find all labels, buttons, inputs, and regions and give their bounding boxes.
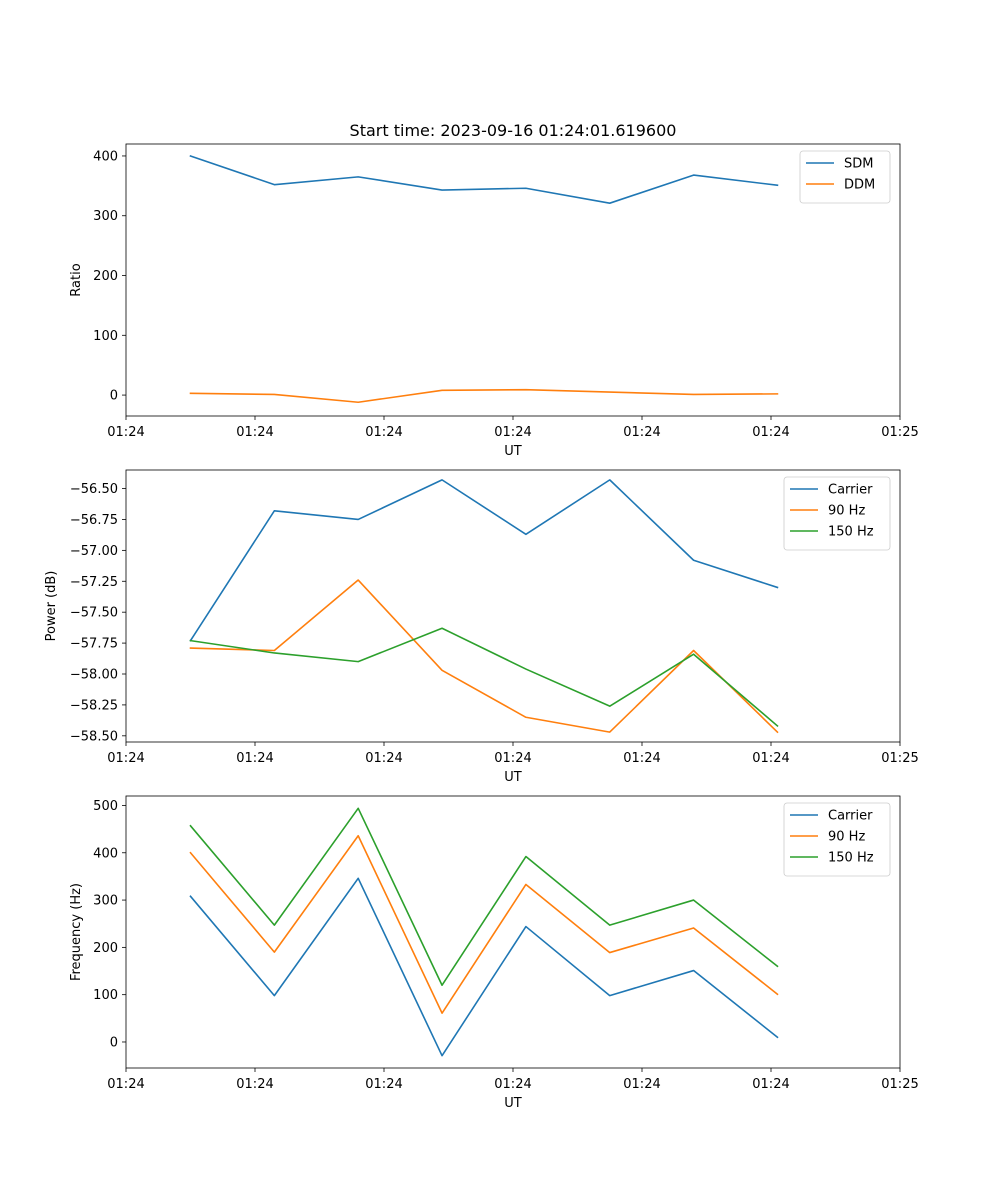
- y-tick-label: −58.00: [70, 668, 118, 683]
- y-tick-label: −58.25: [70, 698, 118, 713]
- x-tick-label: 01:24: [752, 751, 789, 766]
- subplot-3: 01:24 01:24 01:24 01:24 01:24 01:24 01:25 0 100 2…: [69, 795, 919, 1111]
- x-tick-label: 01:24: [236, 751, 273, 766]
- legend-label: 150 Hz: [828, 851, 874, 866]
- x-tick-label: 01:24: [365, 1077, 402, 1092]
- legend: SDM DDM: [799, 150, 891, 204]
- series-line-90-hz: [189, 834, 779, 1014]
- x-tick-label: 01:24: [365, 425, 402, 440]
- x-tick-label: 01:24: [365, 751, 402, 766]
- y-tick-label: 300: [93, 209, 118, 224]
- x-tick-label: 01:24: [623, 1077, 660, 1092]
- legend-label: SDM: [844, 157, 873, 172]
- y-tick-label: 400: [93, 149, 118, 164]
- y-axis-label: Frequency (Hz): [69, 883, 84, 981]
- x-tick-label: 01:25: [881, 1077, 918, 1092]
- x-tick-label: 01:24: [107, 751, 144, 766]
- legend-label: DDM: [844, 178, 875, 193]
- series-line-carrier: [189, 479, 779, 642]
- y-tick-label: 400: [93, 846, 118, 861]
- x-tick-label: 01:24: [494, 751, 531, 766]
- x-tick-label: 01:25: [881, 751, 918, 766]
- y-tick-label: 0: [110, 1035, 118, 1050]
- legend-label: Carrier: [828, 483, 873, 498]
- x-axis-label: UT: [504, 770, 522, 785]
- series-line-150-hz: [189, 627, 779, 728]
- x-tick-label: 01:24: [623, 425, 660, 440]
- x-tick-label: 01:24: [752, 1077, 789, 1092]
- x-tick-label: 01:24: [107, 1077, 144, 1092]
- series-line-90-hz: [189, 579, 779, 734]
- y-tick-label: 100: [93, 988, 118, 1003]
- series-line-carrier: [189, 877, 779, 1057]
- x-axis-label: UT: [504, 1096, 522, 1111]
- y-tick-label: −56.50: [70, 482, 118, 497]
- chart-title: Start time: 2023-09-16 01:24:01.619600: [350, 121, 677, 140]
- y-tick-label: 300: [93, 894, 118, 909]
- x-tick-label: 01:24: [623, 751, 660, 766]
- y-tick-label: 200: [93, 941, 118, 956]
- x-tick-label: 01:24: [236, 425, 273, 440]
- y-tick-label: −58.50: [70, 729, 118, 744]
- x-tick-label: 01:24: [494, 1077, 531, 1092]
- x-tick-label: 01:24: [494, 425, 531, 440]
- y-tick-label: 200: [93, 269, 118, 284]
- legend-label: 150 Hz: [828, 525, 874, 540]
- series-line-ddm: [189, 388, 779, 404]
- y-axis-label: Ratio: [69, 263, 84, 296]
- y-tick-label: 500: [93, 799, 118, 814]
- y-tick-label: −57.00: [70, 544, 118, 559]
- y-tick-label: −57.75: [70, 637, 118, 652]
- x-tick-label: 01:25: [881, 425, 918, 440]
- x-tick-label: 01:24: [752, 425, 789, 440]
- x-axis-label: UT: [504, 444, 522, 459]
- legend-label: 90 Hz: [828, 830, 865, 845]
- y-axis-label: Power (dB): [44, 571, 59, 642]
- y-tick-label: 100: [93, 329, 118, 344]
- legend-label: Carrier: [828, 809, 873, 824]
- series-line-150-hz: [189, 807, 779, 987]
- legend: Carrier 90 Hz 150 Hz: [783, 476, 891, 551]
- series-line-sdm: [189, 154, 779, 204]
- legend-box: [799, 150, 891, 204]
- subplot-1: 01:24 01:24 01:24 01:24 01:24 01:24 01:25 0 100 2…: [69, 121, 919, 459]
- y-tick-label: 0: [110, 389, 118, 404]
- legend-label: 90 Hz: [828, 504, 865, 519]
- y-tick-label: −56.75: [70, 513, 118, 528]
- x-tick-label: 01:24: [107, 425, 144, 440]
- x-tick-label: 01:24: [236, 1077, 273, 1092]
- legend: Carrier 90 Hz 150 Hz: [783, 802, 891, 877]
- axes-frame: [125, 143, 901, 417]
- y-tick-label: −57.25: [70, 575, 118, 590]
- y-tick-label: −57.50: [70, 606, 118, 621]
- subplot-2: 01:24 01:24 01:24 01:24 01:24 01:24 01:25 −58.5…: [44, 469, 919, 785]
